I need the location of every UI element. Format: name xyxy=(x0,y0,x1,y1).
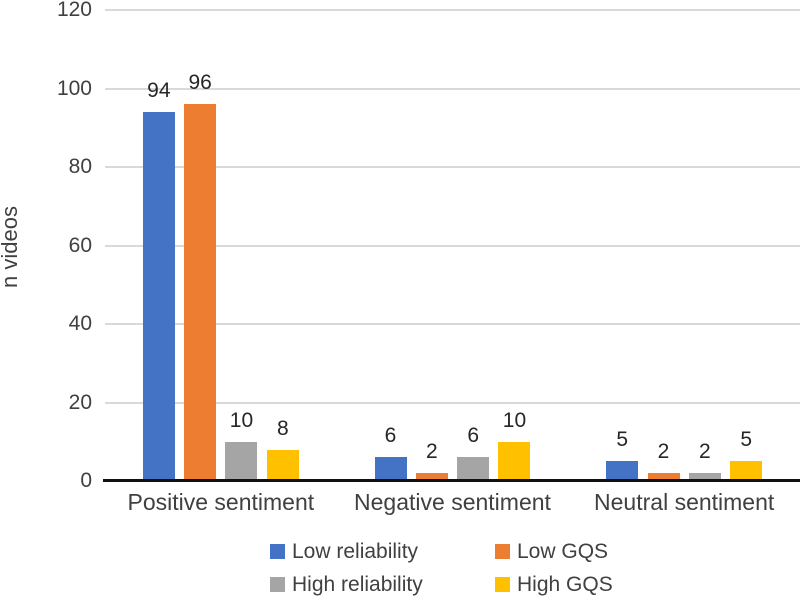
category-label-negative-sentiment: Negative sentiment xyxy=(354,489,551,515)
bar-low-reliability-neutral-sentiment xyxy=(606,461,639,481)
y-tick-label-120: 120 xyxy=(56,0,92,21)
x-axis-line xyxy=(103,479,800,482)
legend-swatch-high-gqs xyxy=(495,577,510,592)
value-label-high-reliability-neutral-sentiment: 2 xyxy=(698,440,711,464)
bar-low-gqs-neutral-sentiment xyxy=(647,473,680,481)
value-label-high-gqs-positive-sentiment: 8 xyxy=(276,416,289,440)
bar-high-gqs-negative-sentiment xyxy=(498,441,531,481)
value-label-low-reliability-positive-sentiment: 94 xyxy=(147,79,171,103)
gridline-60 xyxy=(105,244,800,247)
gridline-20 xyxy=(105,401,800,404)
legend-label-low-gqs: Low GQS xyxy=(517,540,609,563)
legend-label-high-reliability: High reliability xyxy=(292,573,423,596)
value-label-low-gqs-neutral-sentiment: 2 xyxy=(657,440,670,464)
gridline-100 xyxy=(105,87,800,90)
legend-swatch-low-gqs xyxy=(495,544,510,559)
bar-low-gqs-positive-sentiment xyxy=(184,104,217,481)
bar-high-reliability-negative-sentiment xyxy=(457,457,490,481)
category-label-positive-sentiment: Positive sentiment xyxy=(127,489,315,515)
y-tick-label-20: 20 xyxy=(68,390,92,414)
bar-low-reliability-positive-sentiment xyxy=(142,112,175,481)
y-tick-label-100: 100 xyxy=(56,76,92,100)
bar-low-reliability-negative-sentiment xyxy=(374,457,407,481)
bar-high-gqs-neutral-sentiment xyxy=(730,461,763,481)
bar-high-reliability-neutral-sentiment xyxy=(688,473,721,481)
value-label-low-gqs-positive-sentiment: 96 xyxy=(188,71,212,95)
gridline-80 xyxy=(105,166,800,168)
category-label-neutral-sentiment: Neutral sentiment xyxy=(594,489,775,515)
gridline-120 xyxy=(105,9,800,11)
legend-swatch-low-reliability xyxy=(270,544,285,559)
value-label-high-reliability-positive-sentiment: 10 xyxy=(229,408,254,432)
value-label-low-reliability-negative-sentiment: 6 xyxy=(384,424,397,448)
legend-label-low-reliability: Low reliability xyxy=(292,540,419,563)
legend-label-high-gqs: High GQS xyxy=(517,573,613,596)
bar-high-gqs-positive-sentiment xyxy=(266,449,299,481)
bar-high-reliability-positive-sentiment xyxy=(225,441,258,481)
y-tick-label-40: 40 xyxy=(68,312,92,335)
value-label-low-gqs-negative-sentiment: 2 xyxy=(425,440,438,464)
gridline-40 xyxy=(105,323,800,325)
y-tick-label-60: 60 xyxy=(68,233,92,257)
value-label-high-gqs-neutral-sentiment: 5 xyxy=(740,428,752,452)
bar-low-gqs-negative-sentiment xyxy=(415,473,448,481)
value-label-high-gqs-negative-sentiment: 10 xyxy=(502,408,527,432)
legend-swatch-high-reliability xyxy=(270,577,285,592)
value-label-low-reliability-neutral-sentiment: 5 xyxy=(616,428,628,452)
y-tick-label-0: 0 xyxy=(80,469,92,492)
y-tick-label-80: 80 xyxy=(68,155,92,178)
value-label-high-reliability-negative-sentiment: 6 xyxy=(467,424,479,448)
